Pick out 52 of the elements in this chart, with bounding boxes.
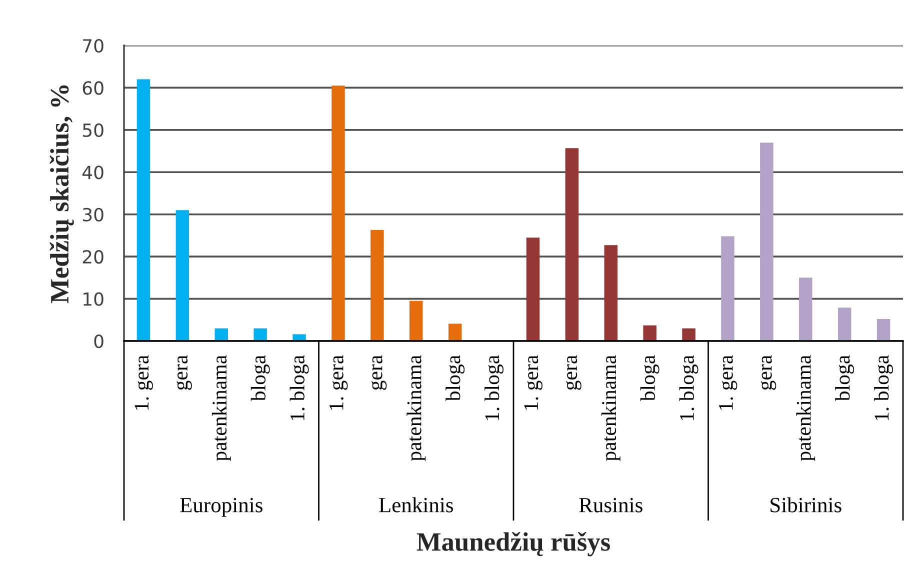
bar [682, 328, 696, 341]
text: Sibirinis [770, 497, 842, 512]
bar [292, 334, 306, 341]
bar [448, 324, 462, 341]
x-tick-label: 1. gera [329, 355, 348, 410]
x-tick-label: 1. bloga [874, 355, 893, 420]
x-tick-label: bloga [250, 355, 270, 402]
bar [526, 238, 540, 341]
text: Rusinis [579, 498, 642, 512]
bar [565, 148, 579, 341]
y-tick-label: 60 [82, 81, 104, 95]
text: Europinis [180, 498, 262, 517]
bar [254, 328, 267, 341]
x-tick-label: patenkinama [601, 355, 620, 461]
bar [721, 236, 734, 341]
x-tick-label: gera [371, 355, 387, 390]
y-tick-label: 10 [84, 292, 104, 306]
y-tick-label: 30 [82, 208, 104, 222]
bar [838, 308, 852, 341]
x-tick-label: 1. bloga [679, 355, 698, 420]
bar [136, 79, 150, 341]
y-tick-label: 50 [82, 123, 104, 138]
y-tick-label: 20 [82, 250, 104, 264]
x-tick-label: gera [760, 355, 776, 390]
y-tick-label: 40 [82, 166, 104, 180]
x-tick-label: gera [176, 355, 192, 390]
y-axis-title: Medžių skaičius, % [50, 85, 74, 304]
bar [370, 230, 384, 341]
x-tick-label: bloga [835, 355, 854, 402]
x-tick-label: 1. bloga [484, 355, 504, 420]
x-tick-label: 1. gera [718, 355, 738, 410]
x-tick-label: patenkinama [212, 355, 231, 461]
y-tick-label: 70 [83, 38, 104, 53]
x-tick-label: gera [566, 355, 582, 390]
y-tick-label: 0 [94, 334, 104, 348]
bar [176, 210, 190, 341]
x-tick-label: patenkinama [406, 355, 426, 461]
bar [876, 319, 890, 341]
x-tick-label: 1. gera [134, 355, 153, 410]
bar [410, 300, 423, 341]
x-tick-label: patenkinama [796, 355, 816, 461]
x-axis-title: Maunedžių rūšys [416, 532, 610, 556]
x-tick-label: 1. gera [524, 355, 542, 410]
x-tick-label: bloga [640, 355, 660, 402]
bar [332, 86, 345, 341]
x-tick-label: bloga [446, 355, 465, 402]
bar [643, 325, 656, 341]
bar [799, 278, 812, 341]
bar [604, 245, 618, 341]
x-tick-label: 1. bloga [290, 355, 309, 420]
text: Lenkinis [379, 497, 454, 512]
bar [760, 142, 774, 341]
